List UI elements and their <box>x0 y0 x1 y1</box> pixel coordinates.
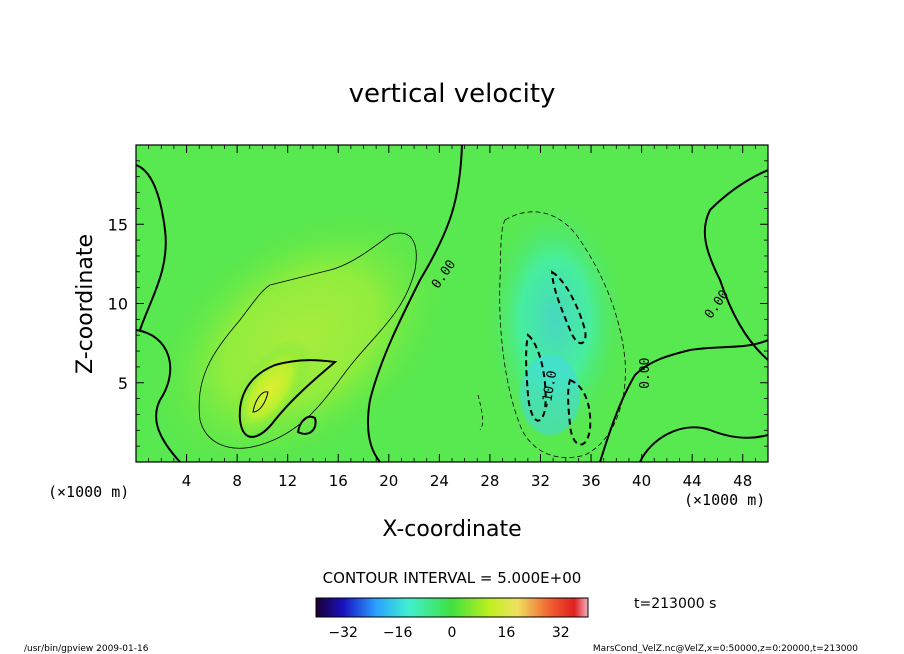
x-tick-label: 36 <box>581 472 600 490</box>
negative-contour <box>477 394 484 431</box>
x-tick-label: 24 <box>430 472 449 490</box>
contour-label: -10.0 <box>539 369 561 410</box>
zero-contour <box>703 169 768 361</box>
negative-contour <box>567 378 592 446</box>
positive-contour <box>296 415 317 435</box>
x-tick-label: 12 <box>278 472 297 490</box>
z-unit-label: (×1000 m) <box>48 483 129 501</box>
x-tick-label: 8 <box>232 472 242 490</box>
colorbar-tick-label: 0 <box>448 625 457 641</box>
time-label: t=213000 s <box>634 596 716 612</box>
zero-contour <box>599 339 768 462</box>
chart-title: vertical velocity <box>349 79 556 109</box>
negative-contour <box>550 270 587 345</box>
zero-contour <box>136 164 167 331</box>
contour-label: 0.00 <box>638 358 653 389</box>
x-axis-label: X-coordinate <box>382 517 521 542</box>
x-unit-label: (×1000 m) <box>684 491 765 509</box>
colorbar-tick-label: 16 <box>497 625 515 641</box>
colorbar-ticks: −32 −16 0 16 32 <box>328 625 569 641</box>
negative-contour <box>499 211 626 458</box>
y-axis: 5 10 15 <box>108 160 768 447</box>
y-tick-label: 5 <box>118 374 128 393</box>
x-axis: 4 8 12 16 20 24 28 32 36 40 44 48 <box>148 145 756 490</box>
zero-contour <box>639 426 768 462</box>
x-tick-label: 20 <box>379 472 398 490</box>
x-tick-label: 44 <box>683 472 702 490</box>
positive-contour <box>198 232 417 449</box>
x-tick-label: 4 <box>182 472 192 490</box>
x-tick-label: 16 <box>329 472 348 490</box>
colorbar-tick-label: 32 <box>552 625 570 641</box>
colorbar-tick-label: −16 <box>383 625 413 641</box>
plot-area <box>136 145 768 462</box>
x-tick-label: 28 <box>480 472 499 490</box>
positive-contour <box>252 391 269 413</box>
y-axis-label: Z-coordinate <box>73 234 98 374</box>
footer-left: /usr/bin/gpview 2009-01-16 <box>24 644 149 654</box>
x-tick-label: 40 <box>632 472 651 490</box>
zero-contour <box>136 329 181 462</box>
colorbar-tick-label: −32 <box>328 625 358 641</box>
x-tick-label: 32 <box>531 472 550 490</box>
colorbar <box>315 597 589 618</box>
positive-contour <box>238 359 338 438</box>
zero-contour <box>367 145 463 462</box>
x-tick-label: 48 <box>733 472 752 490</box>
footer-right: MarsCond_VelZ.nc@VelZ,x=0:50000,z=0:2000… <box>593 644 858 654</box>
negative-contour <box>525 333 547 422</box>
y-tick-label: 10 <box>108 295 128 314</box>
y-tick-label: 15 <box>108 215 128 234</box>
contour-interval: CONTOUR INTERVAL = 5.000E+00 <box>323 569 582 587</box>
